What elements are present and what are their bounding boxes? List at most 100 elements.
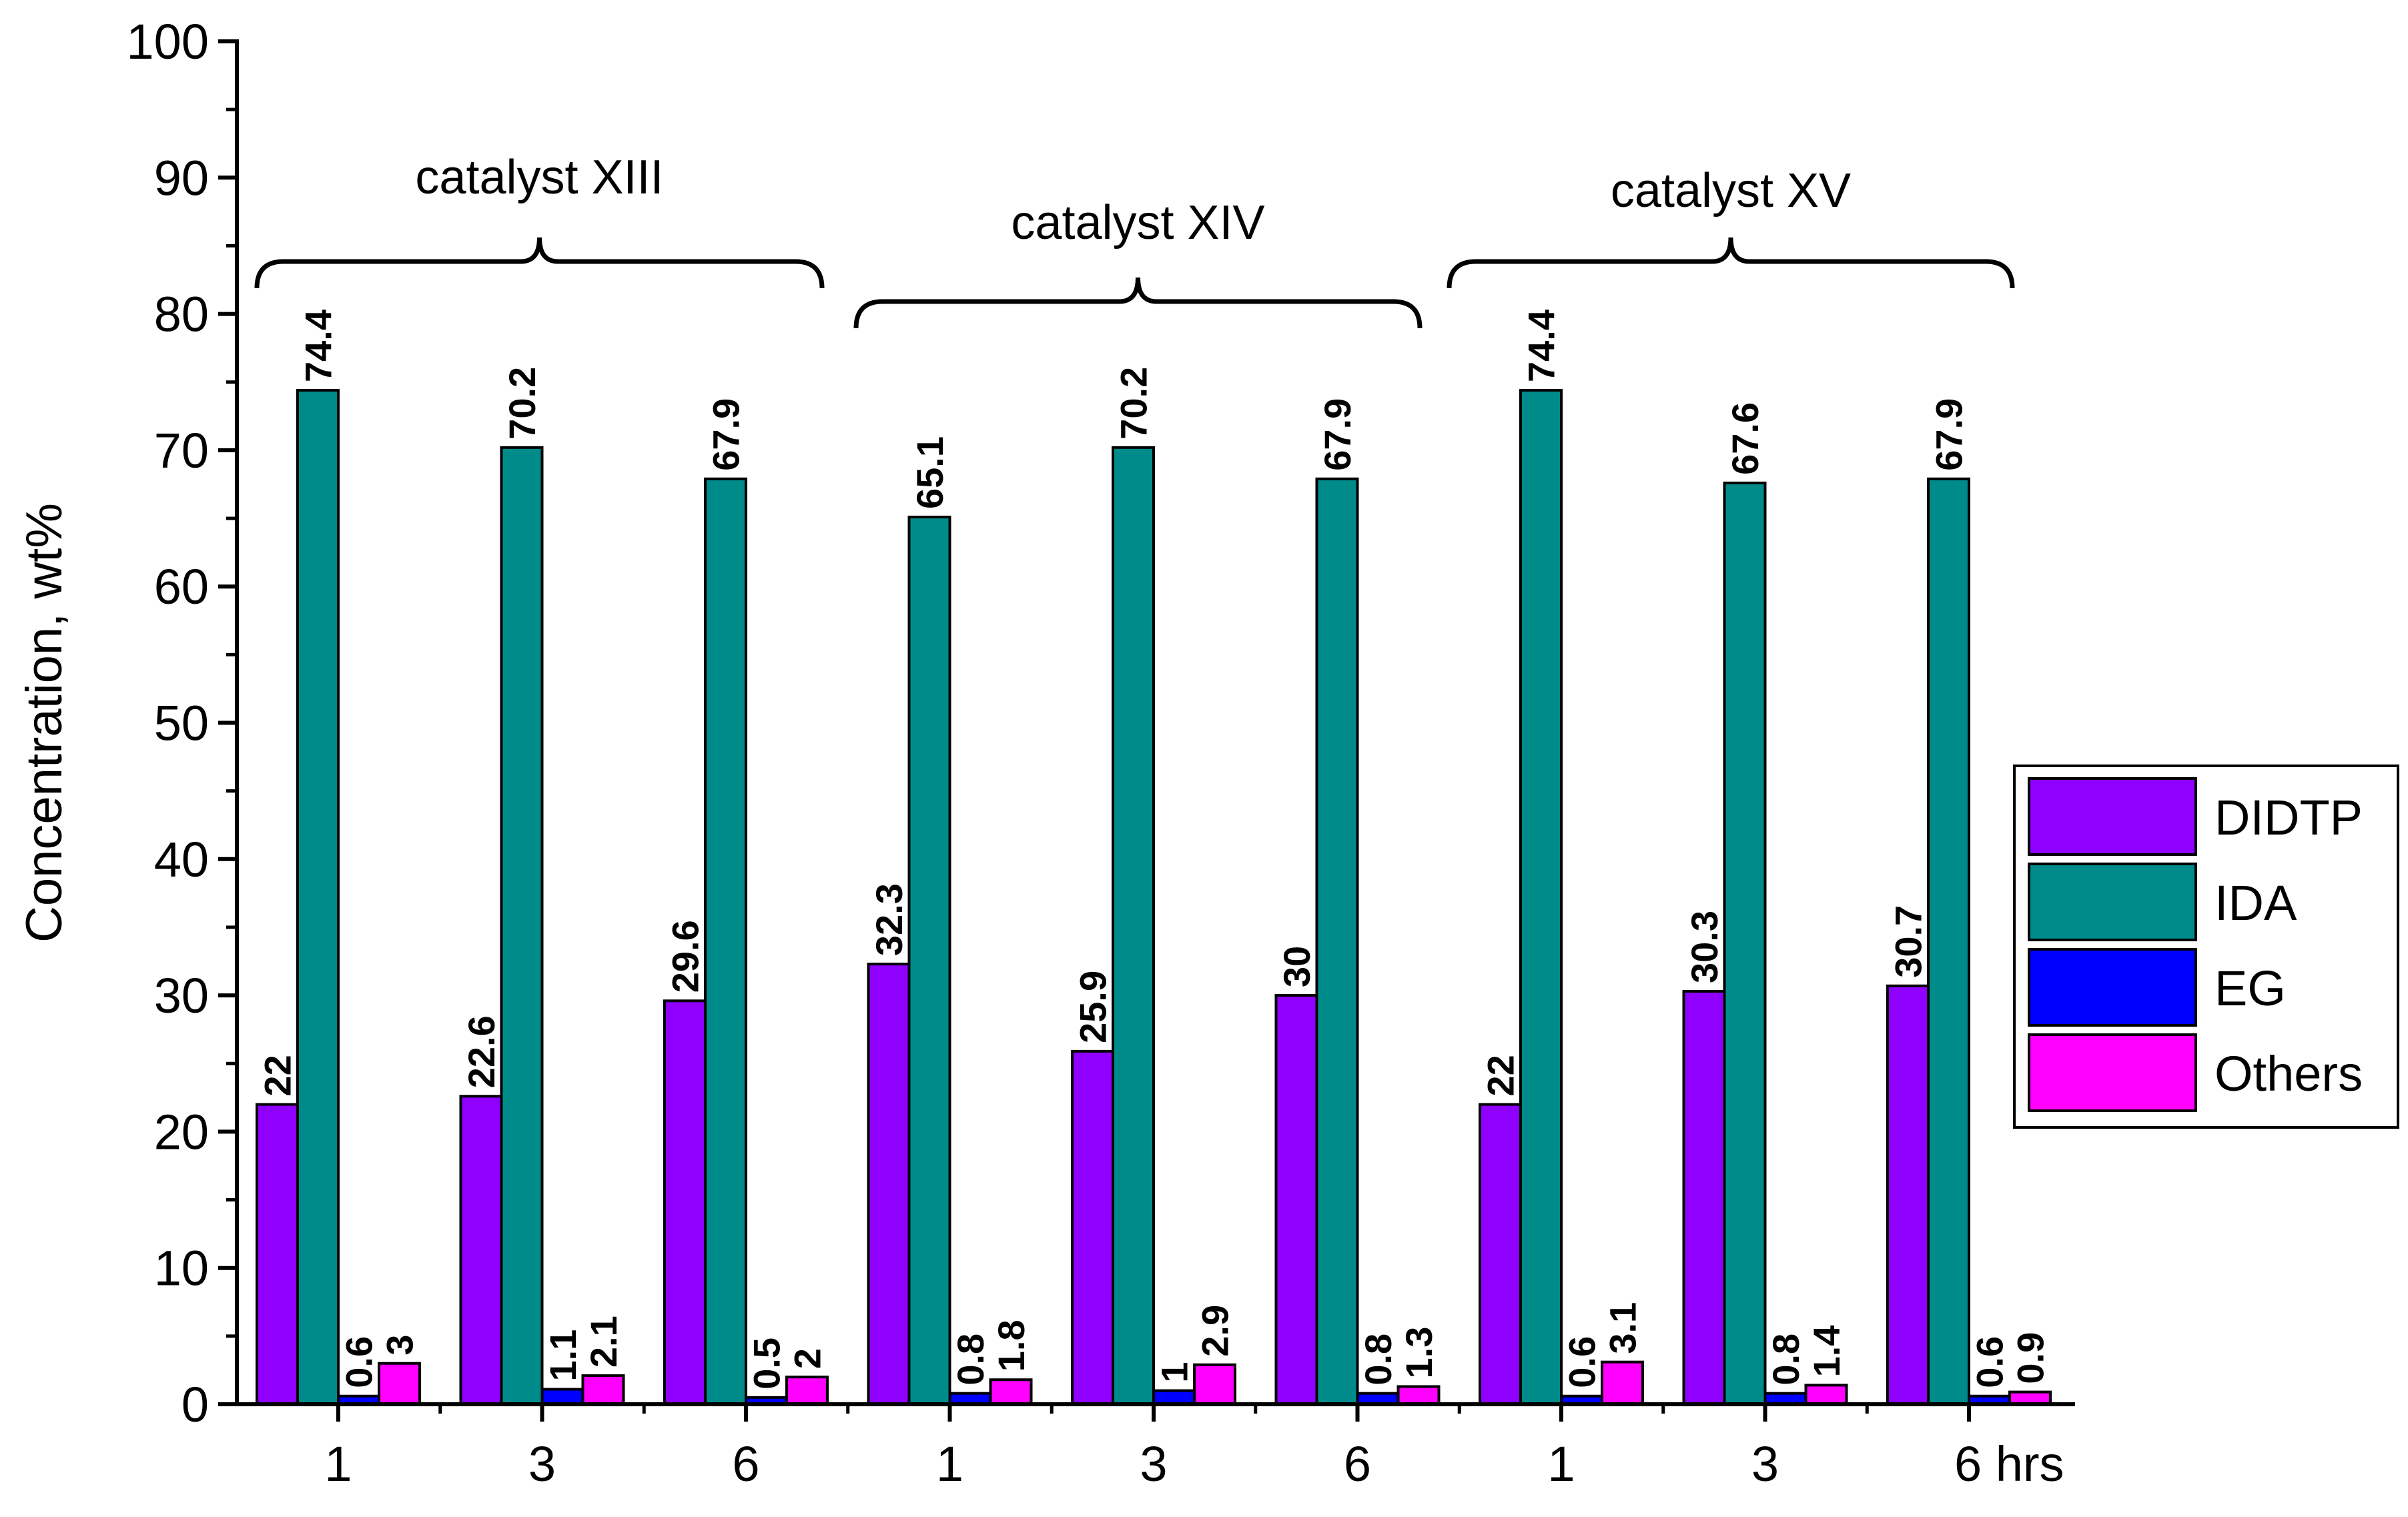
group-brace: [853, 277, 1423, 329]
bar-eg-1: [540, 1388, 584, 1406]
bar-value-label: 1: [1154, 1362, 1196, 1382]
bar-others-1: [581, 1374, 625, 1406]
bar-value-label: 0.8: [949, 1334, 991, 1386]
x-tick-label: 3: [1751, 1436, 1779, 1492]
bar-others-3: [989, 1378, 1033, 1406]
bar-others-4: [1193, 1363, 1236, 1406]
bar-ida-1: [500, 446, 544, 1406]
bar-ida-4: [1112, 446, 1155, 1406]
legend-swatch-eg: [2028, 948, 2197, 1027]
x-tick-label: 3: [1140, 1436, 1167, 1492]
bar-value-label: 0.6: [1561, 1336, 1603, 1388]
bar-ida-8: [1927, 477, 1970, 1406]
x-tick-label: 1: [936, 1436, 963, 1492]
bar-value-label: 2.9: [1194, 1305, 1236, 1357]
y-tick-label: 10: [154, 1241, 209, 1296]
bar-didtp-8: [1886, 984, 1930, 1406]
bar-didtp-6: [1479, 1103, 1522, 1406]
bar-value-label: 0.5: [746, 1338, 788, 1390]
y-tick-label: 0: [181, 1377, 209, 1432]
bar-value-label: 74.4: [298, 310, 340, 382]
x-tick-label: 1: [324, 1436, 352, 1492]
bar-others-7: [1804, 1384, 1848, 1406]
bar-value-label: 0.8: [1357, 1334, 1399, 1386]
bar-ida-3: [907, 516, 951, 1406]
bar-ida-2: [704, 477, 747, 1406]
group-label: catalyst XV: [1611, 164, 1851, 217]
bar-ida-7: [1723, 481, 1767, 1406]
bar-others-0: [378, 1362, 421, 1406]
bars: [256, 389, 2052, 1406]
legend-swatch-others: [2028, 1033, 2197, 1112]
x-tick-label: 6: [1344, 1436, 1371, 1492]
y-axis-title: Concentration, wt%: [16, 503, 73, 943]
y-tick-label: 60: [154, 559, 209, 614]
bar-value-label: 22: [1480, 1055, 1522, 1096]
legend-label-others: Others: [2215, 1046, 2363, 1101]
x-tick-label: 3: [528, 1436, 556, 1492]
legend-label-didtp: DIDTP: [2215, 790, 2363, 845]
y-tick-label: 100: [127, 14, 209, 69]
group-brace: [254, 237, 825, 289]
y-tick-label: 80: [154, 287, 209, 342]
group-label: catalyst XIII: [415, 151, 663, 204]
bar-didtp-0: [256, 1103, 299, 1406]
bar-value-label: 3: [379, 1335, 421, 1356]
bar-value-label: 30.3: [1683, 911, 1725, 983]
bar-value-label: 30.7: [1888, 905, 1930, 978]
bar-value-label: 67.9: [705, 398, 747, 471]
group-label: catalyst XIV: [1011, 196, 1264, 249]
y-tick-label: 90: [154, 150, 209, 205]
bar-value-label: 3.1: [1602, 1302, 1644, 1354]
group-brace: [1447, 237, 2015, 289]
bar-value-label: 32.3: [868, 883, 910, 956]
legend-swatch-didtp: [2028, 777, 2197, 856]
y-tick-label: 40: [154, 832, 209, 887]
bar-value-label: 2: [787, 1348, 829, 1369]
y-tick-label: 70: [154, 423, 209, 478]
bar-ida-5: [1315, 477, 1359, 1406]
bar-others-2: [785, 1376, 829, 1406]
bar-value-labels: 2274.40.6322.670.21.12.129.667.90.5232.3…: [257, 310, 2052, 1390]
y-tick-label: 50: [154, 696, 209, 751]
bar-others-5: [1396, 1385, 1441, 1406]
bar-value-label: 1.3: [1398, 1327, 1440, 1379]
bar-eg-4: [1152, 1389, 1196, 1406]
x-tick-label: 1: [1547, 1436, 1575, 1492]
bar-value-label: 70.2: [1113, 367, 1155, 440]
bar-value-label: 30: [1276, 946, 1318, 987]
bar-value-label: 22.6: [460, 1015, 502, 1088]
bar-didtp-5: [1274, 994, 1318, 1406]
bar-value-label: 29.6: [665, 920, 707, 993]
bar-value-label: 2.1: [582, 1316, 625, 1368]
bar-value-label: 1.1: [542, 1330, 584, 1382]
bar-didtp-1: [459, 1095, 503, 1406]
bar-value-label: 22: [257, 1055, 299, 1096]
bar-value-label: 0.6: [338, 1336, 380, 1388]
group-braces: catalyst XIII catalyst XIV catalyst XV: [254, 151, 2015, 329]
bar-didtp-4: [1071, 1049, 1114, 1406]
bar-didtp-3: [867, 963, 911, 1406]
bar-value-label: 67.6: [1724, 402, 1766, 475]
bar-ida-0: [296, 389, 340, 1406]
bar-value-label: 25.9: [1072, 971, 1114, 1043]
legend-label-ida: IDA: [2215, 875, 2297, 931]
x-axis-ticks: 1 3 6 1 3 6 1 3 6 hrs: [324, 1404, 2064, 1492]
bar-value-label: 70.2: [501, 367, 543, 440]
legend-label-eg: EG: [2215, 961, 2286, 1016]
x-tick-label: 6: [732, 1436, 759, 1492]
y-axis-ticks: 0 10 20 30 40 50 60 70 80 90 100: [127, 14, 237, 1432]
bar-value-label: 67.9: [1316, 398, 1358, 471]
bar-value-label: 65.1: [909, 436, 951, 509]
bar-value-label: 0.6: [1969, 1336, 2011, 1388]
bar-value-label: 1.4: [1805, 1326, 1848, 1378]
bar-didtp-2: [663, 999, 707, 1406]
legend: DIDTP IDA EG Others: [2013, 765, 2399, 1129]
bar-value-label: 74.4: [1521, 310, 1563, 382]
y-tick-label: 20: [154, 1104, 209, 1159]
bar-value-label: 0.9: [2010, 1332, 2052, 1384]
bar-ida-6: [1519, 389, 1563, 1406]
bar-others-6: [1601, 1360, 1644, 1406]
bar-value-label: 1.8: [990, 1320, 1032, 1372]
